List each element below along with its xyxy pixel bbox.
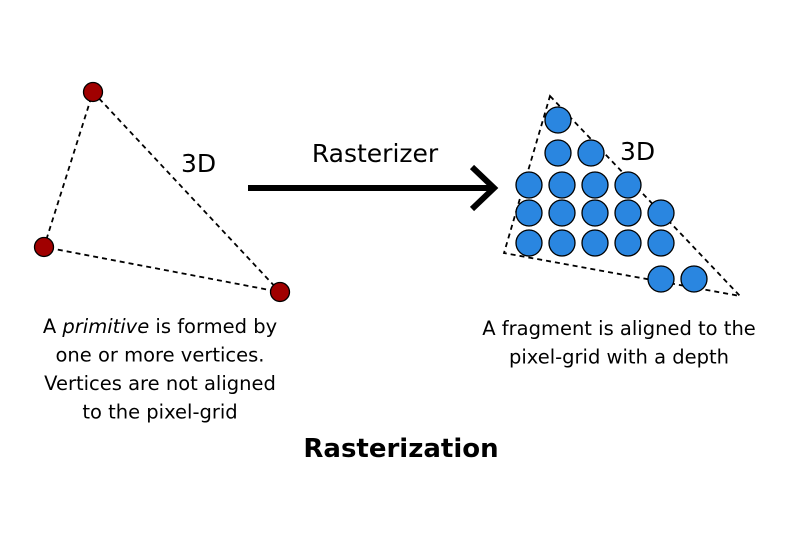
fragment-dot [647,265,675,293]
caption-segment: one or more vertices. [55,344,264,367]
fragment-dot [515,199,543,227]
arrow-label: Rasterizer [312,139,439,168]
caption-segment: is formed by [149,315,277,338]
primitive-triangle-outline [42,90,283,294]
caption-segment: Vertices are not aligned [44,372,276,395]
caption-segment: A [43,315,63,338]
fragment-dot [548,171,576,199]
fragment-dot [647,199,675,227]
fragment-3d-label: 3D [620,137,655,166]
rasterizer-arrow: Rasterizer [248,139,499,212]
vertex-dot [82,81,104,103]
fragment-dot [614,171,642,199]
fragment-dot [544,139,572,167]
fragment-dot [647,229,675,257]
fragment-dot [548,199,576,227]
diagram-title: Rasterization [303,434,498,464]
vertex-dot [33,236,55,258]
caption-segment: A fragment is aligned to the [482,317,756,340]
caption-segment: primitive [61,315,149,338]
fragment-dot [515,229,543,257]
primitive-group: 3D A primitive is formed by one or more v… [33,81,291,424]
fragment-dot [548,229,576,257]
fragment-dot [581,199,609,227]
fragment-dot [614,229,642,257]
fragment-caption: A fragment is aligned to the pixel-grid w… [482,317,756,369]
vertex-dot [269,281,291,303]
fragment-dot [544,106,572,134]
fragments [515,106,708,293]
fragment-dot [680,265,708,293]
vertices [33,81,291,303]
fragment-group: 3D A fragment is aligned to the pixel-gri… [482,94,756,369]
arrow-head [469,164,499,212]
fragment-dot [581,171,609,199]
fragment-dot [515,171,543,199]
caption-segment: to the pixel-grid [82,401,237,424]
primitive-caption: A primitive is formed by one or more vert… [43,315,277,424]
caption-segment: pixel-grid with a depth [509,346,729,369]
primitive-3d-label: 3D [181,149,216,178]
fragment-dot [577,139,605,167]
fragment-dot [581,229,609,257]
fragment-dot [614,199,642,227]
